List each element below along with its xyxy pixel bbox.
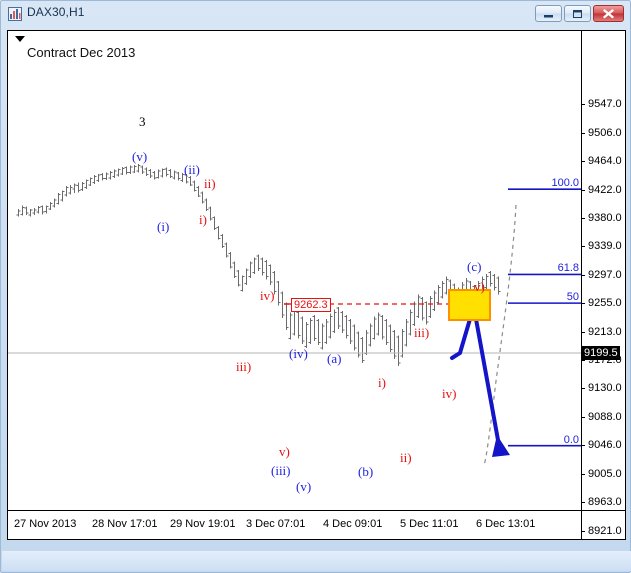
price-label: 9213.0 (588, 326, 622, 338)
wave-label: i) (378, 375, 386, 390)
price-label: 9506.0 (588, 127, 622, 139)
highlight-zone (448, 289, 491, 321)
price-tick (581, 275, 585, 276)
fibonacci-label: 0.0 (563, 434, 579, 446)
fibonacci-label: 61.8 (557, 262, 579, 274)
current-price-badge: 9199.5 (582, 346, 620, 360)
price-tick (581, 218, 585, 219)
wave-label: v) (474, 279, 485, 294)
wave-label: (iii) (271, 463, 291, 478)
chart-canvas[interactable]: Contract Dec 2013 (8, 31, 625, 539)
wave-label: iv) (260, 288, 275, 303)
price-label: 9130.0 (588, 382, 622, 394)
price-label: 9339.0 (588, 240, 622, 252)
wave-label: (b) (358, 464, 374, 479)
price-label: 9547.0 (588, 98, 622, 110)
price-label: 9088.0 (588, 411, 622, 423)
fibonacci-label: 100.0 (551, 177, 579, 189)
price-tick (581, 303, 585, 304)
contract-label: Contract Dec 2013 (27, 45, 136, 60)
wave-label: (c) (467, 259, 482, 274)
price-tick (581, 133, 585, 134)
wave-label: (v) (132, 149, 148, 164)
time-label: 27 Nov 2013 (14, 518, 77, 530)
time-label: 5 Dec 11:01 (400, 518, 459, 530)
maximize-button[interactable] (564, 5, 591, 22)
projection-curve (483, 204, 517, 466)
price-label: 9172.0 (588, 354, 622, 366)
price-tick (581, 246, 585, 247)
wave-label: (iv) (289, 346, 308, 361)
price-tick (581, 445, 585, 446)
chart-panel[interactable]: Contract Dec 2013 (7, 30, 626, 540)
wave-label: iii) (236, 359, 252, 374)
price-tick (581, 417, 585, 418)
chart-icon (8, 7, 22, 21)
minimize-button[interactable] (535, 5, 562, 22)
price-tick (581, 161, 585, 162)
forecast-arrowhead (492, 435, 510, 457)
wave-label: ii) (204, 176, 216, 191)
wave-label: (ii) (184, 162, 200, 177)
price-tick (581, 190, 585, 191)
time-label: 4 Dec 09:01 (323, 518, 383, 530)
wave-label: (v) (296, 479, 312, 494)
price-label: 9422.0 (588, 184, 622, 196)
price-label: 8963.0 (588, 496, 622, 508)
price-tick (581, 332, 585, 333)
price-label: 9297.0 (588, 269, 622, 281)
price-label: 9464.0 (588, 155, 622, 167)
close-button[interactable] (593, 5, 624, 22)
price-label: 9046.0 (588, 439, 622, 451)
price-tick (581, 360, 585, 361)
price-label: 8921.0 (588, 525, 622, 537)
price-bars (16, 164, 501, 366)
price-axis-divider (581, 31, 582, 539)
forecast-path (450, 306, 502, 453)
price-tick (581, 474, 585, 475)
price-tick (581, 104, 585, 105)
price-tick (581, 502, 585, 503)
wave-label: iv) (442, 386, 457, 401)
target-price-tag: 9262.3 (291, 298, 331, 312)
wave-label: 3 (139, 114, 146, 129)
wave-label: i) (199, 212, 207, 227)
wave-label: ii) (400, 450, 412, 465)
title-bar: DAX30,H1 (1, 1, 631, 27)
price-label: 9005.0 (588, 468, 622, 480)
time-axis-divider (8, 510, 625, 511)
chart-graphics (8, 164, 581, 466)
time-label: 6 Dec 13:01 (476, 518, 536, 530)
time-label: 3 Dec 07:01 (246, 518, 306, 530)
fibonacci-label: 50 (566, 291, 579, 303)
status-bar (2, 551, 631, 571)
price-tick (581, 531, 585, 532)
wave-label: iii) (414, 325, 430, 340)
time-label: 29 Nov 19:01 (170, 518, 236, 530)
fibonacci-levels (508, 188, 581, 447)
wave-label: v) (279, 444, 290, 459)
price-label: 9255.0 (588, 297, 622, 309)
chevron-down-icon[interactable] (15, 36, 25, 42)
wave-label: (i) (157, 219, 170, 234)
window-title: DAX30,H1 (27, 5, 85, 19)
price-label: 9380.0 (588, 212, 622, 224)
wave-label: (a) (327, 351, 342, 366)
price-tick (581, 388, 585, 389)
time-label: 28 Nov 17:01 (92, 518, 158, 530)
